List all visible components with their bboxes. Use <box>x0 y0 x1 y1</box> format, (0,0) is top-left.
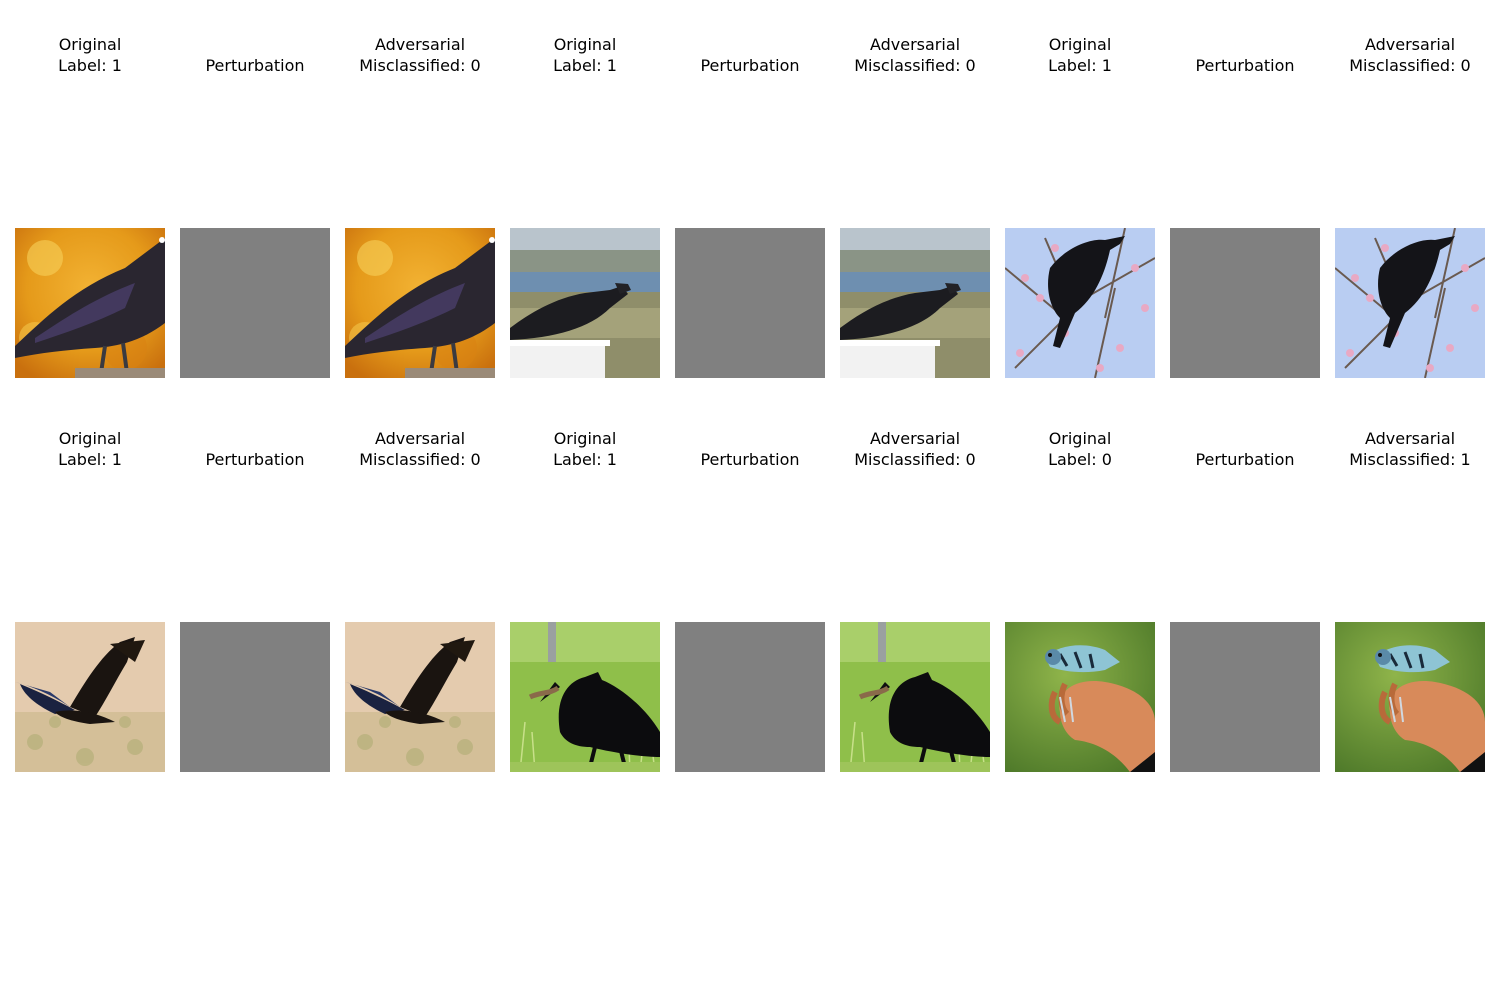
original-image <box>1005 228 1155 378</box>
adversarial-image <box>1335 228 1485 378</box>
title-line-1: Original <box>1048 35 1112 54</box>
title-line-2: Label: 0 <box>1048 450 1112 469</box>
panel-title: Original Label: 1 <box>985 34 1175 76</box>
original-image <box>510 622 660 772</box>
panel-title: Adversarial Misclassified: 1 <box>1315 428 1500 470</box>
original-image <box>15 622 165 772</box>
title-line-2: Misclassified: 0 <box>1349 56 1471 75</box>
title-line-1: Original <box>553 35 617 54</box>
perturbation-image <box>1170 622 1320 772</box>
perturbation-image <box>675 228 825 378</box>
panel-title: Adversarial Misclassified: 0 <box>1315 34 1500 76</box>
title-line-1: Original <box>58 35 122 54</box>
adversarial-image <box>840 622 990 772</box>
panel-title: Adversarial Misclassified: 0 <box>820 428 1010 470</box>
panel-title: Original Label: 1 <box>0 34 185 76</box>
panel-title: Perturbation <box>160 55 350 76</box>
title-line-2: Label: 1 <box>58 450 122 469</box>
title-line-2: Misclassified: 0 <box>854 450 976 469</box>
panel-title: Perturbation <box>655 55 845 76</box>
title-line-2: Label: 1 <box>553 56 617 75</box>
adversarial-image <box>345 228 495 378</box>
perturbation-image <box>180 622 330 772</box>
title-line-2: Perturbation <box>205 56 305 75</box>
panel-title: Adversarial Misclassified: 0 <box>820 34 1010 76</box>
title-line-2: Perturbation <box>205 450 305 469</box>
title-line-1: Adversarial <box>374 429 466 448</box>
original-image <box>510 228 660 378</box>
title-line-2: Misclassified: 0 <box>854 56 976 75</box>
title-line-2: Misclassified: 0 <box>359 450 481 469</box>
adversarial-image <box>345 622 495 772</box>
original-image <box>1005 622 1155 772</box>
panel-title: Perturbation <box>160 449 350 470</box>
title-line-1: Adversarial <box>1364 35 1456 54</box>
panel-title: Original Label: 0 <box>985 428 1175 470</box>
title-line-1: Adversarial <box>374 35 466 54</box>
panel-title: Original Label: 1 <box>490 34 680 76</box>
adversarial-image <box>1335 622 1485 772</box>
title-line-2: Label: 1 <box>553 450 617 469</box>
perturbation-image <box>1170 228 1320 378</box>
title-line-2: Perturbation <box>1195 56 1295 75</box>
title-line-2: Misclassified: 1 <box>1349 450 1471 469</box>
title-line-2: Label: 1 <box>1048 56 1112 75</box>
panel-title: Adversarial Misclassified: 0 <box>325 428 515 470</box>
panel-title: Perturbation <box>1150 55 1340 76</box>
title-line-2: Perturbation <box>1195 450 1295 469</box>
title-line-1: Adversarial <box>869 35 961 54</box>
panel-title: Adversarial Misclassified: 0 <box>325 34 515 76</box>
title-line-2: Perturbation <box>700 56 800 75</box>
title-line-2: Misclassified: 0 <box>359 56 481 75</box>
title-line-1: Original <box>1048 429 1112 448</box>
perturbation-image <box>180 228 330 378</box>
title-line-1: Adversarial <box>869 429 961 448</box>
title-line-1: Original <box>553 429 617 448</box>
perturbation-image <box>675 622 825 772</box>
panel-title: Original Label: 1 <box>0 428 185 470</box>
title-line-1: Adversarial <box>1364 429 1456 448</box>
panel-title: Perturbation <box>1150 449 1340 470</box>
panel-title: Original Label: 1 <box>490 428 680 470</box>
original-image <box>15 228 165 378</box>
title-line-1: Original <box>58 429 122 448</box>
panel-title: Perturbation <box>655 449 845 470</box>
adversarial-image <box>840 228 990 378</box>
title-line-2: Label: 1 <box>58 56 122 75</box>
title-line-2: Perturbation <box>700 450 800 469</box>
